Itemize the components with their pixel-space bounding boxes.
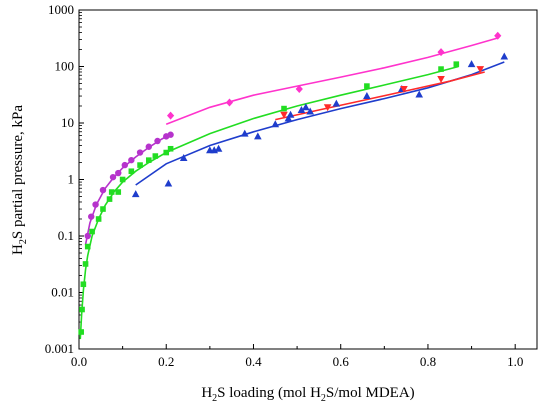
data-point <box>128 156 135 164</box>
data-point <box>145 143 152 150</box>
y-axis-title-subscript: 2 <box>18 239 29 244</box>
y-axis-title: H2S partial pressure, kPa <box>10 105 29 255</box>
y-axis-title-part: S partial pressure, kPa <box>10 105 26 239</box>
data-point <box>438 66 444 72</box>
data-point <box>80 281 87 288</box>
data-point <box>84 243 91 250</box>
data-point <box>99 186 107 194</box>
data-point <box>400 85 408 93</box>
data-point <box>152 153 159 159</box>
data-point <box>500 52 509 60</box>
data-point <box>437 76 445 84</box>
x-tick-label: 0.6 <box>333 354 350 369</box>
data-point <box>136 149 144 156</box>
data-point <box>323 104 332 112</box>
data-point <box>284 114 293 122</box>
data-point <box>92 201 99 208</box>
data-point <box>95 216 102 222</box>
x-tick-label: 0.0 <box>71 354 87 369</box>
x-axis-title-part: S loading (mol H <box>217 385 321 401</box>
data-point <box>145 157 152 163</box>
data-point <box>88 213 95 220</box>
y-tick-label: 10 <box>61 115 74 130</box>
data-point <box>476 66 485 74</box>
data-point <box>84 232 91 240</box>
data-point <box>214 144 223 152</box>
data-point <box>297 105 306 113</box>
y-tick-label: 100 <box>55 59 75 74</box>
x-axis-title-subscript: 2 <box>321 393 326 404</box>
data-point <box>286 110 295 118</box>
y-tick-label: 1000 <box>48 2 74 17</box>
x-axis-title-part: S/mol MDEA) <box>326 385 415 401</box>
x-axis-title-subscript: 2 <box>212 393 217 404</box>
x-tick-label: 1.0 <box>507 354 523 369</box>
data-points <box>78 31 509 335</box>
data-point <box>163 149 170 156</box>
y-axis-title-part: H <box>10 244 26 255</box>
data-point <box>128 168 135 175</box>
fit-curve <box>165 37 498 126</box>
y-tick-label: 1 <box>68 172 75 187</box>
data-point <box>302 103 310 111</box>
data-point <box>100 206 106 212</box>
data-point <box>115 189 122 195</box>
data-point <box>415 90 424 98</box>
data-point <box>281 105 287 112</box>
data-point <box>167 131 174 138</box>
data-point <box>467 60 476 68</box>
y-tick-label: 0.001 <box>45 341 74 356</box>
plot-area <box>78 9 538 350</box>
data-point <box>137 162 143 168</box>
data-point <box>295 84 303 93</box>
data-point <box>131 190 140 198</box>
data-point <box>82 261 89 267</box>
data-point <box>225 98 234 107</box>
data-point <box>79 306 85 313</box>
data-point <box>108 189 115 195</box>
y-tick-label: 0.01 <box>51 285 74 300</box>
x-tick-label: 0.4 <box>245 354 262 369</box>
data-point <box>167 145 174 152</box>
data-point <box>89 228 95 235</box>
y-axis: 0.001 0.01 0.1 1 10 100 1000 <box>45 2 84 356</box>
data-point <box>254 132 262 140</box>
data-point <box>121 161 128 169</box>
data-point <box>453 61 460 67</box>
y-tick-label: 0.1 <box>58 228 74 243</box>
data-point <box>437 48 445 57</box>
data-point <box>109 173 117 181</box>
x-tick-label: 0.2 <box>158 354 174 369</box>
x-tick-label: 0.8 <box>420 354 436 369</box>
data-point <box>115 169 122 177</box>
data-point <box>280 111 288 119</box>
data-point <box>167 111 175 120</box>
x-axis: 0.0 0.2 0.4 0.6 0.8 1.0 <box>71 344 523 369</box>
x-axis-title-part: H <box>201 385 212 401</box>
data-point <box>119 176 126 183</box>
data-point <box>271 120 280 128</box>
fit-curve <box>79 65 459 340</box>
data-point <box>154 137 161 145</box>
data-point <box>240 129 249 137</box>
data-point <box>179 154 188 162</box>
data-point <box>364 83 370 89</box>
data-point <box>78 329 84 335</box>
data-point <box>363 92 371 100</box>
data-point <box>332 99 341 107</box>
data-point <box>164 179 173 187</box>
x-axis-title: H2S loading (mol H2S/mol MDEA) <box>201 385 414 404</box>
data-point <box>306 107 314 115</box>
data-point <box>494 31 502 40</box>
data-point <box>106 196 113 202</box>
